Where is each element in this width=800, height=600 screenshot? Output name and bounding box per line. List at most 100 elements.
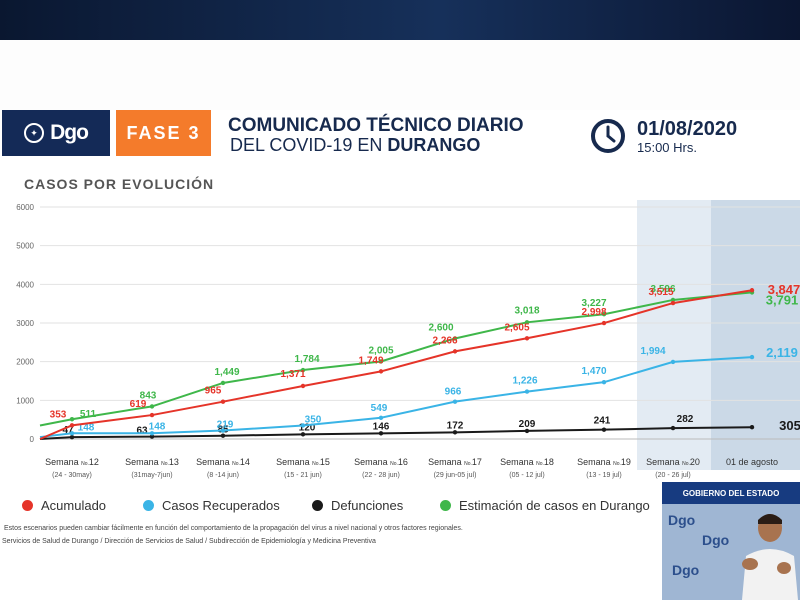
data-point <box>149 404 155 409</box>
data-label: 2,119 <box>766 345 798 360</box>
x-tick-label: Semana No.13 <box>125 457 179 467</box>
x-tick-range: (13 - 19 jul) <box>586 472 621 479</box>
x-tick-range: (22 - 28 jun) <box>362 472 400 479</box>
data-point <box>524 389 530 394</box>
x-tick-range: (29 jun-05 jul) <box>434 472 477 479</box>
data-label: 2,600 <box>428 322 453 333</box>
interpreter-figure <box>742 514 798 600</box>
legend-swatch <box>312 500 323 511</box>
data-point <box>69 417 75 422</box>
durango-logo: ✦ Dgo <box>2 110 110 156</box>
data-label: 209 <box>519 419 536 430</box>
x-tick-label: Semana No.12 <box>45 457 99 467</box>
legend-swatch <box>143 500 154 511</box>
data-point <box>300 367 306 373</box>
data-point <box>452 336 458 341</box>
inset-watermark: Dgo <box>702 532 730 548</box>
legend-swatch <box>22 500 33 511</box>
data-point <box>601 379 607 385</box>
report-subtitle: DEL COVID-19 EN DURANGO <box>230 135 480 156</box>
legend-label: Acumulado <box>41 498 107 513</box>
highlight-week-20 <box>637 200 711 470</box>
data-point <box>220 380 226 386</box>
data-label: 63 <box>136 426 148 437</box>
legend-swatch <box>440 500 451 511</box>
legend-item-defunciones: Defunciones <box>312 498 403 513</box>
data-label: 3,596 <box>650 284 675 295</box>
data-point <box>670 297 676 303</box>
inset-watermark: Dgo <box>672 562 700 578</box>
phase-badge: FASE 3 <box>116 110 211 156</box>
data-label: 148 <box>78 422 95 433</box>
data-point <box>378 431 384 436</box>
x-tick-label: 01 de agosto <box>726 457 778 467</box>
data-point <box>601 427 607 432</box>
data-label: 965 <box>205 386 222 397</box>
data-point <box>452 430 458 435</box>
data-point <box>378 369 384 374</box>
legend-item-recuperados: Casos Recuperados <box>143 498 280 513</box>
data-point <box>749 288 755 293</box>
data-label: 305 <box>779 418 800 433</box>
data-label: 350 <box>305 414 322 425</box>
legend-label: Defunciones <box>331 498 404 513</box>
data-label: 2,605 <box>504 322 529 333</box>
data-point <box>149 431 155 436</box>
data-label: 1,749 <box>358 355 383 366</box>
data-point <box>149 434 155 439</box>
data-label: 2,266 <box>432 335 457 346</box>
subtitle-prefix: DEL COVID-19 EN <box>230 135 388 155</box>
x-tick-range: (24 - 30may) <box>52 472 92 479</box>
data-label: 966 <box>445 387 462 398</box>
data-point <box>670 300 676 306</box>
data-label: 3,791 <box>766 292 799 307</box>
data-label: 1,226 <box>512 376 537 387</box>
data-point <box>749 354 755 360</box>
chart-legend: Acumulado Casos Recuperados Defunciones … <box>0 498 660 518</box>
data-label: 353 <box>50 409 67 420</box>
x-tick-range: (05 - 12 jul) <box>509 472 544 479</box>
video-inset: GOBIERNO DEL ESTADO Dgo Dgo Dgo <box>662 482 800 600</box>
data-point <box>524 320 530 325</box>
disclaimer-note: Estos escenarios pueden cambiar fácilmen… <box>4 525 463 532</box>
data-label: 241 <box>594 416 611 427</box>
y-tick-label: 6000 <box>16 203 34 212</box>
data-label: 3,018 <box>514 305 539 316</box>
legend-label: Estimación de casos en Durango <box>459 498 650 513</box>
x-tick-range: (20 - 26 jul) <box>655 472 690 479</box>
x-tick-range: (8 -14 jun) <box>207 472 239 479</box>
y-tick-label: 3000 <box>16 319 34 328</box>
x-tick-label: Semana No.15 <box>276 457 330 467</box>
data-point <box>670 359 676 365</box>
data-label: 3,515 <box>648 287 673 298</box>
top-banner <box>0 0 800 40</box>
data-point <box>220 428 226 433</box>
data-point <box>749 425 755 430</box>
data-point <box>601 320 607 326</box>
report-date: 01/08/2020 <box>637 118 738 140</box>
x-tick-label: Semana No.16 <box>354 457 408 467</box>
y-tick-label: 0 <box>30 435 35 444</box>
report-title: COMUNICADO TÉCNICO DIARIO <box>228 115 524 136</box>
x-tick-range: (15 - 21 jun) <box>284 472 322 479</box>
data-label: 1,784 <box>294 354 319 365</box>
cases-evolution-chart: 0 1000 2000 3000 4000 5000 6000 Semana No.12 (24… <box>16 200 800 479</box>
y-tick-label: 2000 <box>16 358 34 367</box>
data-point <box>378 359 384 364</box>
data-label: 172 <box>447 420 464 431</box>
seal-icon: ✦ <box>24 123 45 143</box>
x-tick-label: Semana No.19 <box>577 457 631 467</box>
y-tick-label: 1000 <box>16 396 34 405</box>
data-label: 120 <box>299 422 316 433</box>
data-label: 2,998 <box>581 307 606 318</box>
source-note: Servicios de Salud de Durango / Direcció… <box>2 538 376 545</box>
data-label: 3,227 <box>581 298 606 309</box>
data-point <box>220 399 226 404</box>
data-label: 3,847 <box>768 282 800 297</box>
clock-icon <box>591 119 625 153</box>
data-point <box>601 312 607 317</box>
data-point <box>452 399 458 404</box>
y-tick-label: 5000 <box>16 242 34 251</box>
data-point <box>69 423 75 428</box>
x-tick-label: Semana No.20 <box>646 457 700 467</box>
